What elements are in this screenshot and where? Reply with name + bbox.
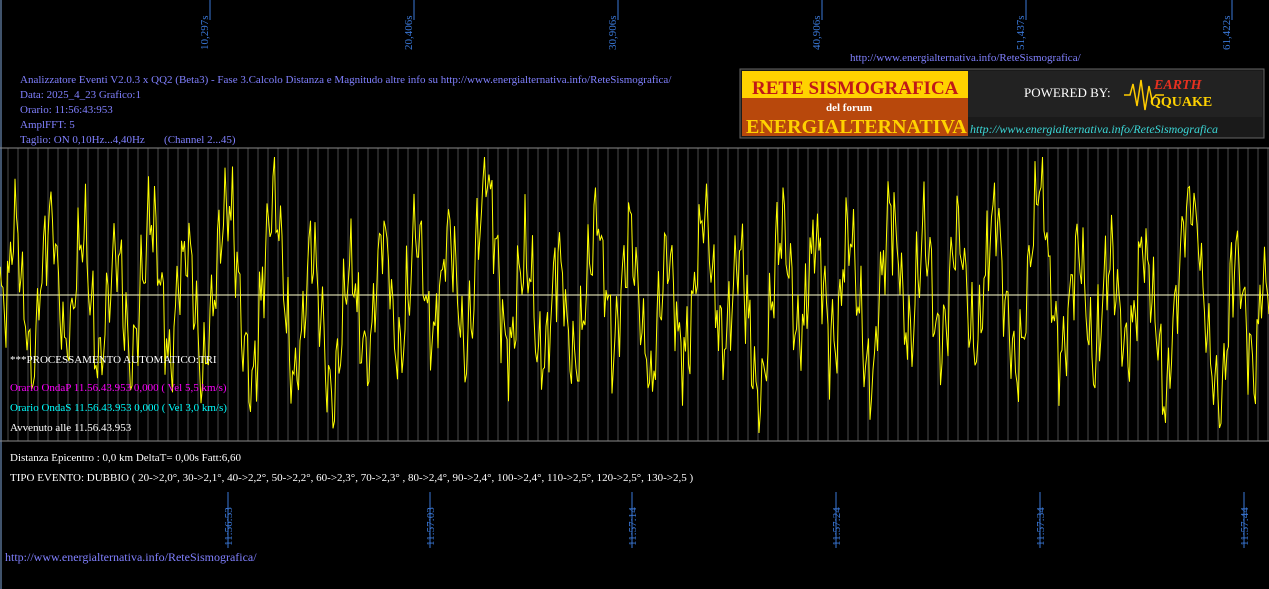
top-tick-label: 51,437s [1015, 15, 1027, 50]
info-line-data: Data: 2025_4_23 Grafico:1 [20, 89, 141, 101]
logo-url[interactable]: http://www.energialternativa.info/ReteSi… [970, 122, 1218, 136]
bottom-tick-label: 11:56:53 [223, 507, 235, 546]
top-url[interactable]: http://www.energialternativa.info/ReteSi… [850, 52, 1082, 64]
top-tick-label: 40,906s [811, 15, 823, 50]
footer-url[interactable]: http://www.energialternativa.info/ReteSi… [5, 550, 257, 564]
top-tick-label: 10,297s [199, 15, 211, 50]
onda-s-time: Orario OndaS 11.56.43.953 0,000 ( Vel 3,… [10, 402, 227, 414]
logo-powered-by: POWERED BY: [1024, 85, 1111, 100]
seismo-wave-icon [1124, 79, 1164, 111]
logo-qquake: QQUAKE [1150, 95, 1212, 110]
distanza-epicentro: Distanza Epicentro : 0,0 km DeltaT= 0,00… [10, 452, 242, 464]
bottom-axis-ticks: 11:56:53 11:57:03 11:57:14 11:57:24 11:57:34… [223, 492, 1251, 548]
logo-line1: RETE SISMOGRAFICA [752, 78, 959, 99]
bottom-tick-label: 11:57:44 [1239, 507, 1251, 546]
onda-p-time: Orario OndaP 11.56.43.953 0,000 ( Vel 5,… [10, 382, 227, 394]
seismic-trace [0, 156, 1269, 434]
avvenuto-time: Avvenuto alle 11.56.43.953 [10, 422, 132, 434]
rete-sismografica-logo: RETE SISMOGRAFICA del forum ENERGIALTERN… [739, 68, 1265, 139]
top-tick-label: 20,406s [403, 15, 415, 50]
bottom-tick-label: 11:57:24 [831, 507, 843, 546]
top-tick-label: 61,422s [1221, 15, 1233, 50]
logo-earth: EARTH [1153, 78, 1203, 93]
top-axis-ticks: 10,297s 20,406s 30,906s 40,906s 51,437s 61,42… [199, 0, 1233, 50]
bottom-tick-label: 11:57:03 [425, 507, 437, 546]
logo-line2: del forum [826, 102, 872, 114]
processing-info: ***PROCESSAMENTO AUTOMATICO:TRI Orario O… [10, 354, 227, 434]
info-line-title: Analizzatore Eventi V2.0.3 x QQ2 (Beta3)… [20, 74, 672, 86]
bottom-tick-label: 11:57:34 [1035, 507, 1047, 546]
info-line-taglio: Taglio: ON 0,10Hz...4,40Hz (Channel 2...… [20, 134, 236, 146]
processing-auto-label: ***PROCESSAMENTO AUTOMATICO:TRI [10, 354, 217, 366]
info-line-amplfft: AmplFFT: 5 [20, 119, 75, 131]
top-tick-label: 30,906s [607, 15, 619, 50]
header-info: Analizzatore Eventi V2.0.3 x QQ2 (Beta3)… [20, 74, 672, 146]
logo-line3: ENERGIALTERNATIVA [746, 116, 967, 138]
bottom-tick-label: 11:57:14 [627, 507, 639, 546]
info-line-orario: Orario: 11:56:43:953 [20, 104, 113, 116]
tipo-evento: TIPO EVENTO: DUBBIO ( 20->2,0°, 30->2,1°… [10, 472, 694, 484]
